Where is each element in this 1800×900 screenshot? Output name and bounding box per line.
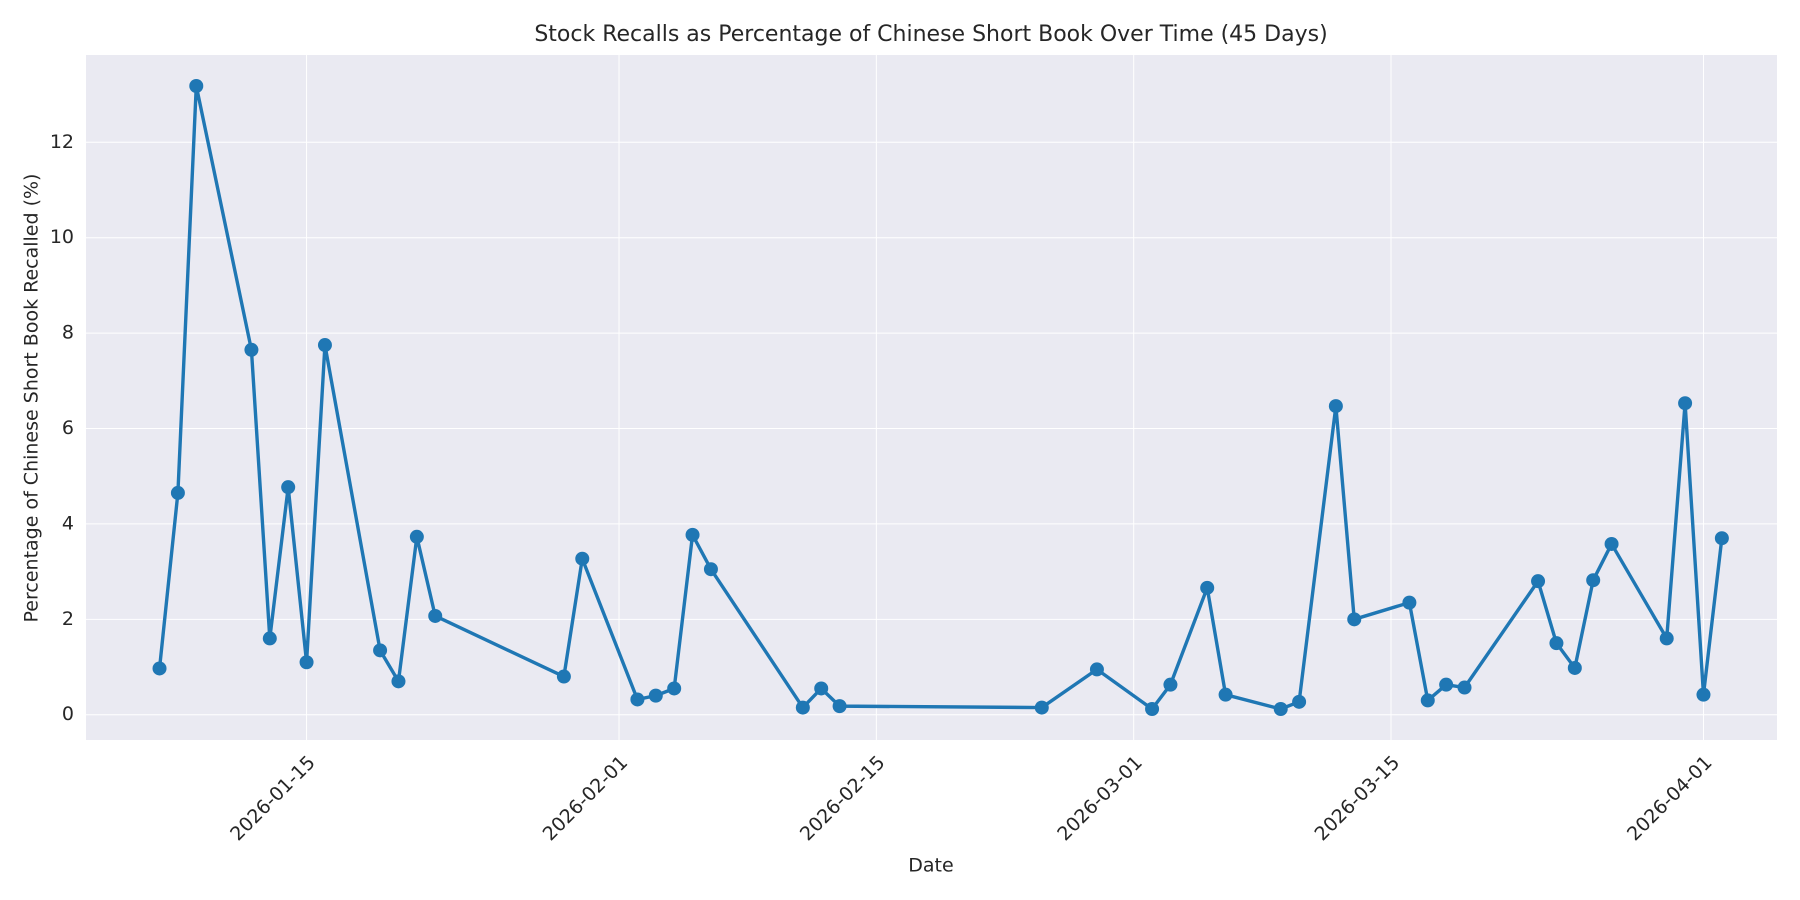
data-point [1457,680,1472,695]
data-point [556,669,571,684]
data-point [1714,531,1729,546]
y-tick-label: 6 [62,417,74,439]
data-point [1145,701,1160,716]
data-point [1439,677,1454,692]
data-point [648,688,663,703]
data-point [575,551,590,566]
data-point [1678,396,1693,411]
data-point [1696,687,1711,702]
y-tick-label: 12 [50,131,74,153]
data-point [1292,694,1307,709]
data-point [1567,660,1582,675]
data-point [1200,580,1215,595]
data-point [428,608,443,623]
y-tick-label: 8 [62,322,74,344]
data-point [1218,687,1233,702]
x-tick-label: 2026-02-15 [796,752,890,846]
x-tick-label: 2026-04-01 [1623,752,1717,846]
x-tick-label: 2026-02-01 [539,752,633,846]
data-point [1549,636,1564,651]
data-point [170,485,185,500]
data-point [1402,595,1417,610]
data-point [703,562,718,577]
data-point [391,674,406,689]
y-axis-label: Percentage of Chinese Short Book Recalle… [21,174,43,623]
data-point [244,342,259,357]
data-point [1347,612,1362,627]
x-tick-label: 2026-01-15 [226,752,320,846]
x-tick-label: 2026-03-01 [1053,752,1147,846]
y-tick-label: 2 [62,608,74,630]
data-point [299,655,314,670]
data-point [409,529,424,544]
data-point [814,681,829,696]
data-point [1586,573,1601,588]
data-point [795,700,810,715]
y-tick-label: 4 [62,512,74,534]
data-point [373,643,388,658]
x-tick-label: 2026-03-15 [1311,752,1405,846]
data-point [1420,693,1435,708]
plot-area [86,55,1777,740]
x-axis-label: Date [908,855,953,877]
data-point [1163,677,1178,692]
data-point [262,631,277,646]
data-point [189,79,204,94]
data-point [1328,399,1343,414]
data-point [152,661,167,676]
data-point [281,480,296,495]
data-point [630,692,645,707]
data-point [685,527,700,542]
data-point [1604,536,1619,551]
data-point [1034,700,1049,715]
chart-title: Stock Recalls as Percentage of Chinese S… [534,22,1327,47]
y-tick-label: 0 [62,703,74,725]
data-point [1273,701,1288,716]
data-point [667,681,682,696]
data-point [832,699,847,714]
data-point [1089,662,1104,677]
data-point [1531,574,1546,589]
y-tick-label: 10 [50,226,74,248]
data-point [1659,631,1674,646]
data-point [317,338,332,353]
